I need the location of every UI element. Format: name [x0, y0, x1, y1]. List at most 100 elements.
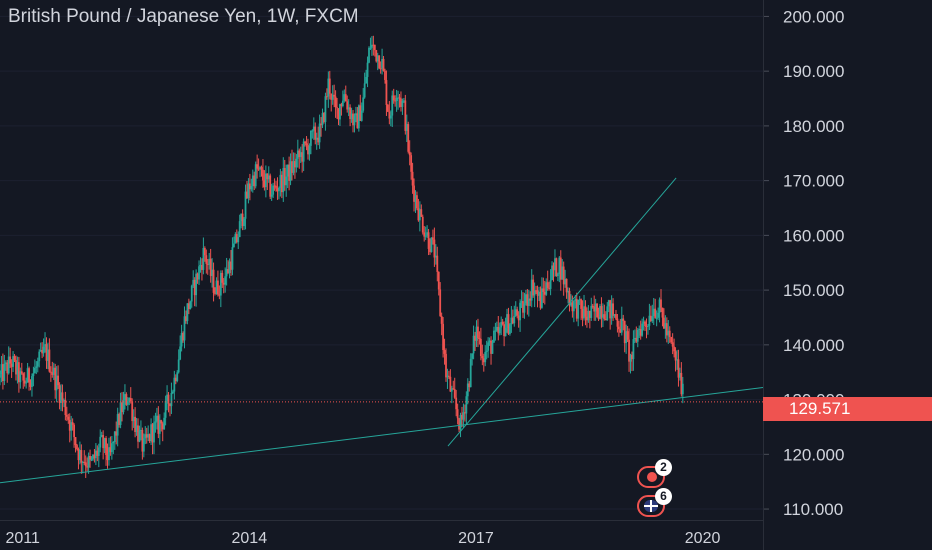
candle-down	[141, 427, 144, 460]
candle-down	[427, 229, 430, 256]
candle-down	[478, 331, 481, 345]
candle-up	[664, 315, 667, 339]
candle-up	[79, 441, 81, 465]
candle-down	[378, 55, 381, 70]
candle-up	[16, 356, 19, 384]
candle-up	[366, 56, 369, 88]
candle-down	[260, 165, 263, 177]
candle-up	[554, 249, 556, 277]
candle-down	[10, 359, 13, 378]
candle-down	[490, 336, 492, 365]
candle-down	[214, 287, 216, 296]
candle-up	[292, 152, 295, 176]
candle-down	[584, 300, 587, 326]
candle-up	[308, 143, 311, 161]
candle-up	[179, 335, 182, 361]
candle-up	[312, 117, 315, 140]
candle-down	[546, 270, 549, 291]
candle-down	[631, 351, 633, 372]
candle-down	[372, 35, 375, 56]
candle-up	[202, 237, 205, 275]
candle-down	[398, 94, 401, 108]
candle-up	[510, 306, 513, 333]
candle-down	[131, 398, 134, 431]
candle-up	[369, 37, 372, 50]
candle-up	[658, 297, 661, 323]
candle-up	[363, 72, 366, 99]
candle-up	[324, 92, 327, 131]
candle-up	[81, 460, 84, 474]
candle-down	[433, 227, 436, 267]
candle-up	[647, 323, 649, 335]
candle-down	[407, 121, 410, 154]
candle-up	[224, 267, 227, 293]
candle-down	[89, 449, 91, 468]
event-count-badge: 2	[655, 459, 672, 476]
candle-up	[506, 308, 508, 333]
candle-up	[259, 165, 261, 178]
candle-down	[437, 271, 440, 296]
candle-up	[681, 376, 684, 404]
price-axis-separator	[763, 0, 764, 550]
candle-up	[26, 362, 29, 383]
candle-down	[209, 248, 212, 283]
candle-down	[375, 49, 378, 63]
candle-up	[636, 328, 639, 348]
candle-up	[401, 98, 404, 115]
y-tick-label: 200.000	[783, 7, 844, 26]
candle-up	[128, 397, 131, 406]
candle-down	[93, 449, 96, 463]
candle-down	[612, 298, 614, 321]
candle-down	[416, 191, 418, 211]
candle-down	[230, 250, 232, 276]
candle-up	[430, 237, 433, 253]
candle-down	[182, 331, 184, 343]
candle-up	[309, 130, 312, 155]
candle-up	[525, 289, 527, 306]
candle-up	[360, 102, 363, 122]
candle-up	[52, 362, 55, 381]
candle-down	[2, 353, 4, 390]
candle-up	[350, 107, 353, 123]
candle-down	[373, 44, 376, 57]
candle-down	[74, 437, 77, 453]
candle-down	[125, 392, 128, 406]
candle-up	[12, 351, 14, 373]
candle-up	[357, 104, 360, 132]
candle-down	[628, 328, 630, 372]
candle-down	[9, 347, 12, 369]
time-axis[interactable]: 2011 2014 2017 2020	[5, 530, 720, 547]
candle-down	[71, 418, 74, 431]
event-marker-uk[interactable]: 6	[637, 488, 672, 517]
candle-up	[192, 270, 195, 288]
candle-up	[594, 298, 597, 321]
candle-up	[564, 269, 567, 288]
candle-down	[516, 306, 519, 319]
candle-up	[545, 278, 548, 296]
candle-down	[64, 391, 67, 421]
candle-up	[173, 370, 176, 400]
candle-up	[572, 299, 575, 323]
candle-up	[578, 296, 581, 305]
candle-down	[400, 91, 402, 112]
candle-up	[63, 398, 65, 408]
candle-up	[231, 237, 234, 276]
candle-down	[307, 138, 309, 160]
candle-down	[217, 270, 219, 297]
price-axis[interactable]: 110.000120.000130.000140.000150.000160.0…	[763, 7, 844, 519]
candle-up	[405, 114, 408, 143]
candle-down	[61, 384, 64, 412]
support-trendline[interactable]	[0, 387, 764, 484]
candle-down	[201, 258, 203, 281]
candle-down	[29, 379, 32, 391]
candle-up	[296, 139, 299, 168]
candle-up	[90, 456, 93, 462]
candle-up	[527, 289, 530, 317]
event-marker-japan[interactable]: 2	[637, 459, 672, 488]
candle-down	[336, 97, 338, 119]
rising-trendline[interactable]	[447, 177, 677, 447]
candle-down	[325, 88, 328, 100]
candle-down	[256, 154, 259, 179]
candle-down	[575, 292, 578, 322]
